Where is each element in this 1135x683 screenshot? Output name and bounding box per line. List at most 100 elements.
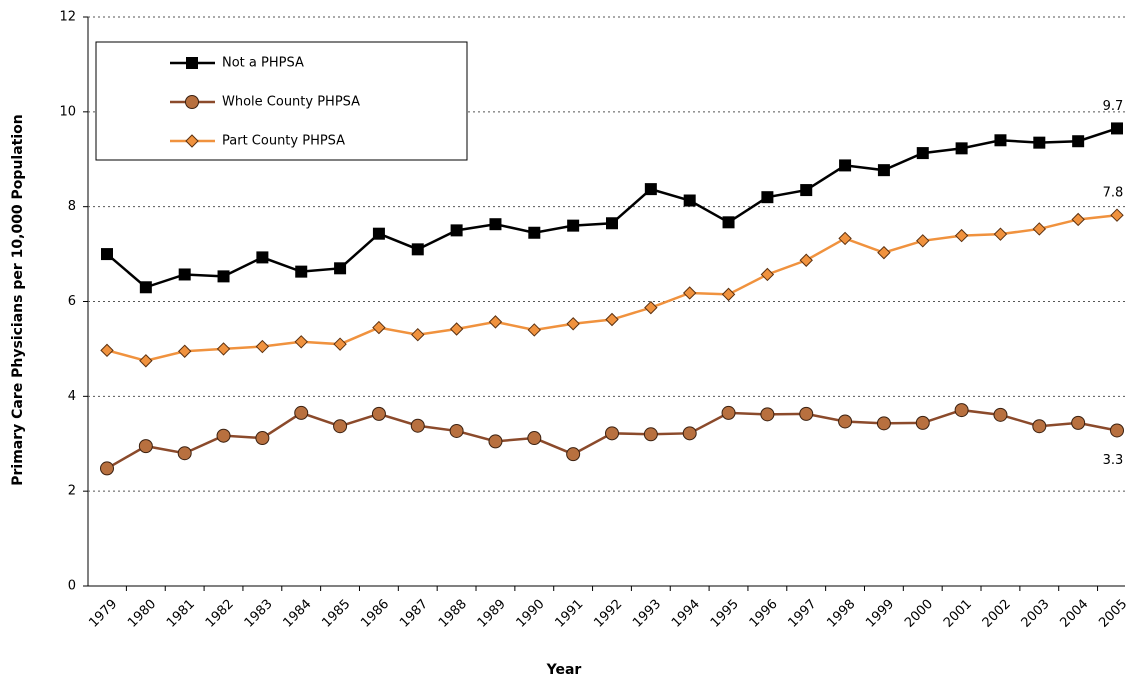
marker (877, 164, 890, 177)
legend-label: Whole County PHPSA (222, 95, 360, 110)
marker (527, 431, 542, 446)
marker (1032, 222, 1047, 236)
marker (255, 339, 270, 354)
marker (334, 262, 347, 275)
marker (799, 253, 813, 267)
x-tick-label: 1988 (436, 597, 470, 631)
x-tick-label: 1989 (475, 597, 509, 631)
marker (838, 414, 853, 429)
marker (216, 342, 231, 356)
marker (488, 315, 503, 329)
x-tick-label: 2002 (980, 597, 1014, 631)
x-tick-label: 1983 (242, 597, 276, 631)
marker (411, 327, 425, 342)
marker (643, 427, 658, 442)
marker (139, 354, 153, 368)
marker (185, 134, 199, 148)
y-tick-label: 2 (68, 484, 76, 499)
marker (916, 147, 929, 160)
marker (760, 267, 775, 282)
marker (761, 191, 774, 204)
value-label: 3.3 (1103, 453, 1124, 468)
y-tick-label: 8 (68, 199, 76, 214)
marker (876, 416, 891, 431)
marker (489, 218, 502, 231)
y-axis-label: Primary Care Physicians per 10,000 Popul… (10, 114, 26, 486)
marker (138, 439, 153, 454)
x-tick-label: 1993 (630, 597, 664, 631)
marker (256, 251, 269, 264)
marker (567, 219, 580, 232)
marker (410, 418, 425, 433)
marker (954, 228, 969, 243)
marker (217, 270, 230, 283)
marker (721, 287, 736, 302)
marker (372, 227, 385, 240)
marker (1072, 135, 1085, 148)
marker (993, 227, 1008, 241)
marker (371, 406, 386, 421)
marker (606, 217, 618, 230)
marker (1032, 419, 1047, 434)
marker (333, 419, 348, 434)
x-axis-label: Year (546, 662, 582, 678)
x-tick-label: 2005 (1096, 597, 1130, 631)
marker (916, 234, 930, 248)
y-tick-label: 10 (59, 104, 76, 119)
y-tick-label: 0 (68, 579, 76, 594)
marker (1110, 208, 1124, 222)
x-tick-label: 1990 (514, 597, 548, 631)
marker (294, 335, 308, 349)
marker (411, 243, 424, 256)
marker (566, 317, 580, 331)
x-tick-label: 1985 (319, 597, 353, 631)
x-tick-label: 1991 (552, 597, 586, 631)
marker (682, 286, 697, 300)
marker (839, 159, 852, 172)
marker (799, 406, 814, 421)
marker (449, 423, 464, 438)
marker (186, 57, 198, 69)
marker (1110, 423, 1124, 438)
marker (178, 268, 191, 281)
marker (100, 343, 114, 358)
x-tick-label: 1999 (863, 597, 897, 631)
marker (682, 426, 697, 441)
marker (449, 322, 464, 336)
marker (1111, 122, 1123, 135)
x-tick-label: 1995 (708, 597, 742, 631)
marker (954, 403, 969, 418)
y-tick-label: 12 (59, 10, 76, 25)
x-tick-label: 1996 (747, 597, 781, 631)
value-label: 7.8 (1103, 186, 1124, 201)
x-tick-label: 1992 (591, 597, 625, 631)
marker (644, 300, 658, 315)
x-tick-label: 2003 (1019, 597, 1053, 631)
y-tick-label: 6 (68, 294, 76, 309)
value-label: 9.7 (1103, 99, 1124, 114)
x-tick-label: 1987 (397, 597, 431, 631)
marker (722, 216, 735, 229)
marker (488, 434, 503, 449)
x-tick-label: 1997 (786, 597, 820, 631)
marker (566, 447, 581, 462)
marker (527, 323, 542, 337)
marker (1071, 212, 1085, 227)
marker (139, 281, 152, 294)
x-tick-label: 1994 (669, 597, 703, 631)
marker (838, 231, 852, 246)
marker (605, 426, 619, 441)
marker (915, 415, 930, 430)
marker (644, 183, 657, 196)
y-tick-label: 4 (68, 389, 76, 404)
legend-label: Part County PHPSA (222, 134, 345, 149)
x-tick-label: 1986 (358, 597, 392, 631)
marker (1033, 136, 1046, 149)
marker (993, 407, 1008, 422)
marker (760, 407, 775, 422)
marker (100, 461, 114, 476)
marker (528, 226, 541, 239)
x-tick-label: 2004 (1057, 597, 1091, 631)
marker (101, 248, 113, 261)
